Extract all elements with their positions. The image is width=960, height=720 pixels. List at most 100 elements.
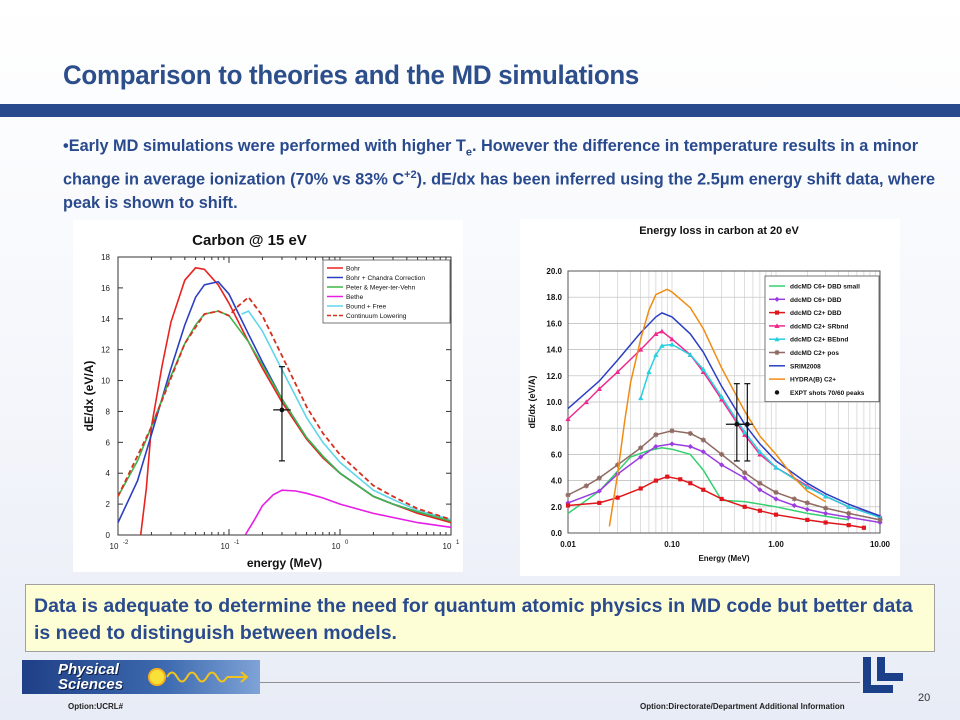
series-line-ddcmd-c6-dbd-small bbox=[567, 447, 849, 521]
y-tick-label-20-0: 20.0 bbox=[546, 267, 562, 276]
logo-line-2: Sciences bbox=[58, 676, 124, 693]
plot-frame bbox=[567, 270, 881, 534]
series-marker-ddcmd-c6-dbd bbox=[823, 510, 829, 516]
series-marker-ddcmd-c2-dbd bbox=[861, 525, 866, 530]
series-marker-ddcmd-c2-srbnd bbox=[615, 369, 621, 374]
y-tick-label-10-0: 10.0 bbox=[546, 398, 562, 407]
y-tick-label-14: 14 bbox=[101, 315, 110, 324]
y-tick-label-12-0: 12.0 bbox=[546, 372, 562, 381]
y-tick-label-16-0: 16.0 bbox=[546, 319, 562, 328]
y-tick-label-18-0: 18.0 bbox=[546, 293, 562, 302]
series-marker-ddcmd-c2-dbd bbox=[719, 496, 724, 502]
series-marker-ddcmd-c2-srbnd bbox=[742, 432, 748, 437]
series-marker-ddcmd-c2-srbnd bbox=[583, 399, 589, 405]
y-tick-label-12: 12 bbox=[101, 346, 110, 355]
series-marker-ddcmd-c2-bebnd bbox=[804, 484, 810, 490]
legend-marker-ddcmd-c2-pos bbox=[774, 349, 780, 356]
series-marker-ddcmd-c2-pos bbox=[565, 492, 571, 498]
x-tick-label-1: 10 bbox=[443, 542, 452, 551]
x-axis-label: Energy (MeV) bbox=[698, 554, 749, 563]
title-bar bbox=[0, 104, 960, 117]
legend-label-hydra-b-c2: HYDRA(B) C2+ bbox=[790, 377, 836, 384]
series-marker-ddcmd-c2-dbd bbox=[773, 512, 779, 517]
series-line-hydra-b-c2 bbox=[608, 288, 826, 527]
series-marker-ddcmd-c2-bebnd bbox=[638, 395, 644, 401]
x-tick-label--1: 10 bbox=[221, 542, 230, 551]
x-tick-exponent--1: -1 bbox=[234, 540, 240, 546]
series-marker-ddcmd-c2-pos bbox=[700, 437, 706, 443]
series-marker-ddcmd-c2-dbd bbox=[846, 523, 851, 528]
logo-line-1: Physical bbox=[58, 661, 119, 678]
series-marker-ddcmd-c2-bebnd bbox=[700, 366, 706, 372]
series-marker-ddcmd-c2-dbd bbox=[565, 503, 571, 508]
y-axis-label: dE/dx (eV/A) bbox=[82, 361, 96, 432]
series-marker-ddcmd-c2-pos bbox=[596, 475, 602, 481]
y-tick-label-14-0: 14.0 bbox=[546, 346, 562, 355]
series-marker-ddcmd-c6-dbd bbox=[804, 506, 810, 513]
series-marker-ddcmd-c2-srbnd bbox=[700, 369, 706, 374]
series-line-ddcmd-c2-pos bbox=[567, 430, 881, 521]
legend-label-ddcmd-c2-pos: ddcMD C2+ pos bbox=[790, 350, 839, 357]
x-tick-label-0-01: 0.01 bbox=[560, 540, 576, 549]
y-tick-label-6: 6 bbox=[106, 438, 111, 447]
series-marker-ddcmd-c6-dbd bbox=[846, 514, 852, 520]
slide-title: Comparison to theories and the MD simula… bbox=[63, 60, 640, 90]
series-marker-ddcmd-c6-dbd bbox=[742, 475, 748, 481]
series-marker-ddcmd-c2-pos bbox=[687, 430, 693, 437]
y-tick-label-18: 18 bbox=[101, 253, 110, 262]
series-marker-ddcmd-c2-srbnd bbox=[653, 331, 659, 336]
series-marker-ddcmd-c2-pos bbox=[823, 505, 829, 511]
series-marker-ddcmd-c2-bebnd bbox=[773, 464, 779, 470]
series-marker-ddcmd-c6-dbd bbox=[773, 496, 779, 502]
x-tick-label-0: 10 bbox=[332, 542, 341, 551]
series-marker-ddcmd-c2-dbd bbox=[665, 474, 670, 479]
legend-box bbox=[322, 259, 451, 324]
series-marker-ddcmd-c2-bebnd bbox=[646, 369, 652, 374]
series-line-ddcmd-c2-dbd bbox=[567, 475, 865, 529]
y-tick-label-0: 0 bbox=[106, 531, 111, 540]
y-tick-label-4: 4 bbox=[106, 469, 111, 478]
chart-title: Carbon @ 15 eV bbox=[192, 232, 307, 249]
series-marker-ddcmd-c2-bebnd bbox=[687, 352, 693, 357]
footer-right-text: Option:Directorate/Department Additional… bbox=[640, 702, 845, 711]
x-axis-label: energy (MeV) bbox=[247, 556, 322, 570]
data-point-1 bbox=[744, 421, 750, 427]
series-marker-ddcmd-c2-dbd bbox=[688, 481, 693, 486]
plot-frame bbox=[117, 256, 452, 536]
series-marker-ddcmd-c2-bebnd bbox=[719, 394, 725, 399]
y-tick-label-16: 16 bbox=[101, 284, 110, 293]
chart-carbon-15ev: Carbon @ 15 eV 0 2 4 6 8 10 12 14 16 18 10 -2 10 -1 10 0… bbox=[73, 220, 463, 572]
legend-marker-ddcmd-c2-dbd bbox=[774, 310, 780, 315]
series-marker-ddcmd-c2-pos bbox=[804, 500, 810, 506]
series-marker-ddcmd-c2-bebnd bbox=[659, 343, 665, 348]
bullet-subscript: e bbox=[465, 146, 472, 159]
series-marker-ddcmd-c2-bebnd bbox=[757, 449, 763, 454]
series-marker-ddcmd-c2-dbd bbox=[597, 500, 602, 505]
x-tick-label--2: 10 bbox=[110, 542, 119, 551]
y-tick-label-6-0: 6.0 bbox=[551, 450, 563, 459]
y-tick-label-10: 10 bbox=[101, 377, 110, 386]
bullet-part-3: ). dE/dx has been inferred using the 2.5… bbox=[63, 170, 936, 212]
legend-label-continuum-lowering: Continuum Lowering bbox=[346, 313, 407, 320]
series-marker-ddcmd-c2-srbnd bbox=[757, 451, 763, 457]
data-point-0 bbox=[734, 421, 740, 427]
legend-label-bohr-chandra-correction: Bohr + Chandra Correction bbox=[346, 275, 425, 282]
series-marker-ddcmd-c2-pos bbox=[669, 428, 675, 434]
legend-label-ddcmd-c2-dbd: ddcMD C2+ DBD bbox=[790, 310, 842, 317]
y-tick-label-2-0: 2.0 bbox=[551, 503, 563, 512]
series-marker-ddcmd-c2-srbnd bbox=[596, 386, 602, 391]
bullet-part-2: . However the difference in temperature … bbox=[63, 137, 919, 189]
legend-swatch-expt-shots-70-60-peaks bbox=[774, 390, 780, 395]
x-tick-exponent-1: 1 bbox=[456, 540, 460, 546]
series-marker-ddcmd-c2-bebnd bbox=[669, 341, 675, 347]
series-marker-ddcmd-c2-dbd bbox=[823, 520, 828, 525]
series-marker-ddcmd-c2-pos bbox=[615, 462, 621, 468]
series-marker-ddcmd-c2-srbnd bbox=[638, 347, 644, 352]
series-marker-ddcmd-c2-pos bbox=[638, 445, 644, 451]
legend-label-ddcmd-c6-dbd: ddcMD C6+ DBD bbox=[790, 297, 842, 304]
llnl-logo-icon bbox=[863, 657, 903, 693]
series-marker-ddcmd-c2-pos bbox=[846, 510, 852, 516]
series-marker-ddcmd-c2-pos bbox=[877, 517, 883, 523]
legend-label-ddcmd-c2-bebnd: ddcMD C2+ BEbnd bbox=[790, 337, 848, 344]
series-line-srim2008 bbox=[567, 312, 881, 517]
